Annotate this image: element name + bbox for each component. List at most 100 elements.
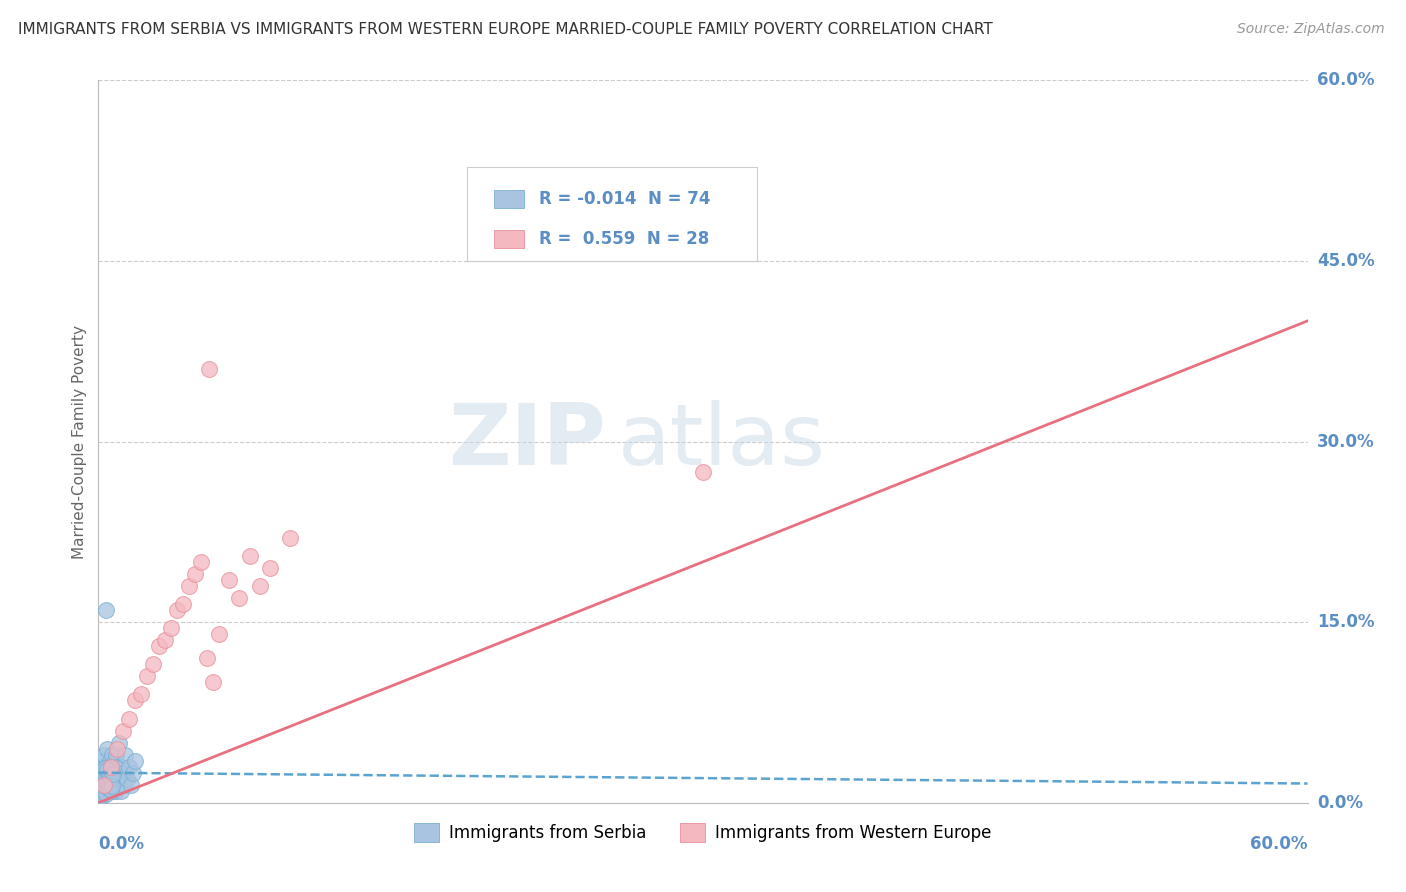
Text: ZIP: ZIP xyxy=(449,400,606,483)
Point xyxy=(97,784,120,798)
Point xyxy=(218,573,240,587)
Point xyxy=(93,772,115,787)
Point xyxy=(96,603,118,617)
Point xyxy=(90,774,112,789)
Point xyxy=(112,778,135,792)
Text: R =  0.559  N = 28: R = 0.559 N = 28 xyxy=(538,230,709,248)
Point xyxy=(120,778,142,792)
Point xyxy=(153,633,176,648)
Point xyxy=(89,772,111,786)
Point xyxy=(89,778,111,792)
FancyBboxPatch shape xyxy=(494,230,524,248)
Point xyxy=(98,754,121,768)
Text: R = -0.014  N = 74: R = -0.014 N = 74 xyxy=(538,190,710,208)
Point xyxy=(110,760,132,774)
Point xyxy=(89,789,111,804)
Point xyxy=(98,768,121,782)
Point xyxy=(93,754,115,768)
Point xyxy=(93,772,115,786)
Point xyxy=(101,760,124,774)
Point xyxy=(103,754,125,768)
Point xyxy=(172,597,194,611)
Point xyxy=(91,784,114,798)
Point xyxy=(114,747,136,762)
Point xyxy=(96,765,118,780)
Point xyxy=(118,712,141,726)
Point xyxy=(90,762,112,776)
Point xyxy=(202,675,225,690)
Point xyxy=(94,760,117,774)
Point xyxy=(228,591,250,606)
Point xyxy=(91,765,114,780)
Point xyxy=(105,778,128,792)
Point xyxy=(198,362,221,376)
Point xyxy=(278,531,301,545)
Point xyxy=(692,465,714,479)
Point xyxy=(98,780,121,794)
Point xyxy=(259,561,281,575)
Point xyxy=(121,765,143,780)
Point xyxy=(94,772,117,786)
Point xyxy=(97,769,120,783)
Point xyxy=(104,765,127,780)
Point xyxy=(90,786,112,800)
Text: 60.0%: 60.0% xyxy=(1250,835,1308,854)
Point xyxy=(100,782,122,797)
Point xyxy=(96,778,118,792)
Point xyxy=(100,771,122,785)
Point xyxy=(105,760,128,774)
Point xyxy=(208,627,231,641)
Point xyxy=(184,567,207,582)
Legend: Immigrants from Serbia, Immigrants from Western Europe: Immigrants from Serbia, Immigrants from … xyxy=(408,816,998,848)
Text: IMMIGRANTS FROM SERBIA VS IMMIGRANTS FROM WESTERN EUROPE MARRIED-COUPLE FAMILY P: IMMIGRANTS FROM SERBIA VS IMMIGRANTS FRO… xyxy=(18,22,993,37)
Y-axis label: Married-Couple Family Poverty: Married-Couple Family Poverty xyxy=(72,325,87,558)
Point xyxy=(100,760,122,774)
Point xyxy=(148,639,170,653)
Text: 60.0%: 60.0% xyxy=(1317,71,1375,89)
Text: atlas: atlas xyxy=(619,400,827,483)
Point xyxy=(96,775,118,789)
Point xyxy=(97,772,120,786)
Point xyxy=(91,789,114,803)
Point xyxy=(93,785,115,799)
Point xyxy=(101,767,124,781)
Point xyxy=(100,784,122,798)
FancyBboxPatch shape xyxy=(467,167,758,260)
Point xyxy=(135,669,157,683)
Point xyxy=(91,764,114,779)
Point xyxy=(239,549,262,563)
Point xyxy=(101,765,124,780)
Point xyxy=(90,760,112,774)
Point xyxy=(103,784,125,798)
Point xyxy=(142,657,165,672)
Point xyxy=(105,747,128,762)
Point xyxy=(96,764,118,778)
Point xyxy=(108,772,131,786)
Point xyxy=(124,754,146,768)
Point xyxy=(124,693,146,707)
Point xyxy=(111,723,134,738)
Point xyxy=(100,747,122,762)
FancyBboxPatch shape xyxy=(494,190,524,208)
Point xyxy=(97,781,120,796)
Point xyxy=(104,784,127,798)
Point xyxy=(118,760,141,774)
Point xyxy=(115,772,138,786)
Point xyxy=(101,778,124,792)
Text: 0.0%: 0.0% xyxy=(1317,794,1364,812)
Point xyxy=(249,579,271,593)
Text: Source: ZipAtlas.com: Source: ZipAtlas.com xyxy=(1237,22,1385,37)
Text: 30.0%: 30.0% xyxy=(1317,433,1375,450)
Point xyxy=(94,784,117,798)
Point xyxy=(101,779,124,793)
Text: 45.0%: 45.0% xyxy=(1317,252,1375,270)
Point xyxy=(110,784,132,798)
Point xyxy=(190,555,212,569)
Point xyxy=(107,772,129,786)
Point xyxy=(179,579,201,593)
Point xyxy=(93,747,115,762)
Point xyxy=(90,778,112,792)
Point xyxy=(89,765,111,780)
Point xyxy=(96,741,118,756)
Point xyxy=(98,778,121,792)
